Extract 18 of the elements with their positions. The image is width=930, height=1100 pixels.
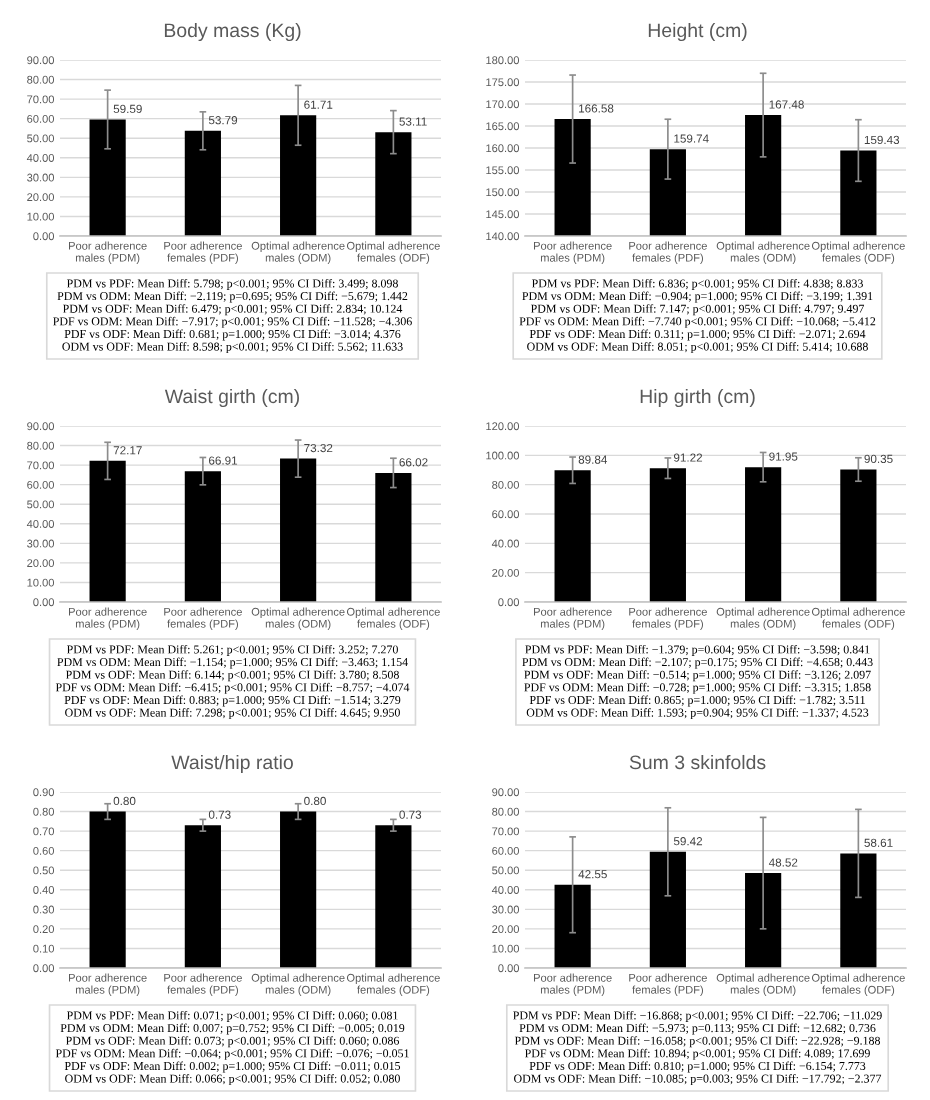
chart-title: Sum 3 skinfolds	[629, 754, 766, 770]
chart-title: Height (cm)	[648, 22, 747, 42]
bar	[649, 851, 686, 968]
chart-title: Hip girth (cm)	[640, 388, 755, 408]
bar	[375, 132, 412, 236]
bar	[280, 115, 317, 236]
bar	[89, 460, 126, 602]
bar	[840, 853, 877, 968]
bar	[280, 458, 317, 602]
chart-title: Waist/hip ratio	[171, 754, 293, 774]
bar	[184, 130, 221, 236]
bar	[184, 471, 221, 602]
bar	[375, 472, 412, 602]
bar	[745, 873, 782, 968]
bar	[89, 119, 126, 236]
bar	[554, 884, 591, 968]
chart-title: Body mass (Kg)	[164, 22, 301, 42]
chart-title: Waist girth (cm)	[164, 388, 299, 408]
